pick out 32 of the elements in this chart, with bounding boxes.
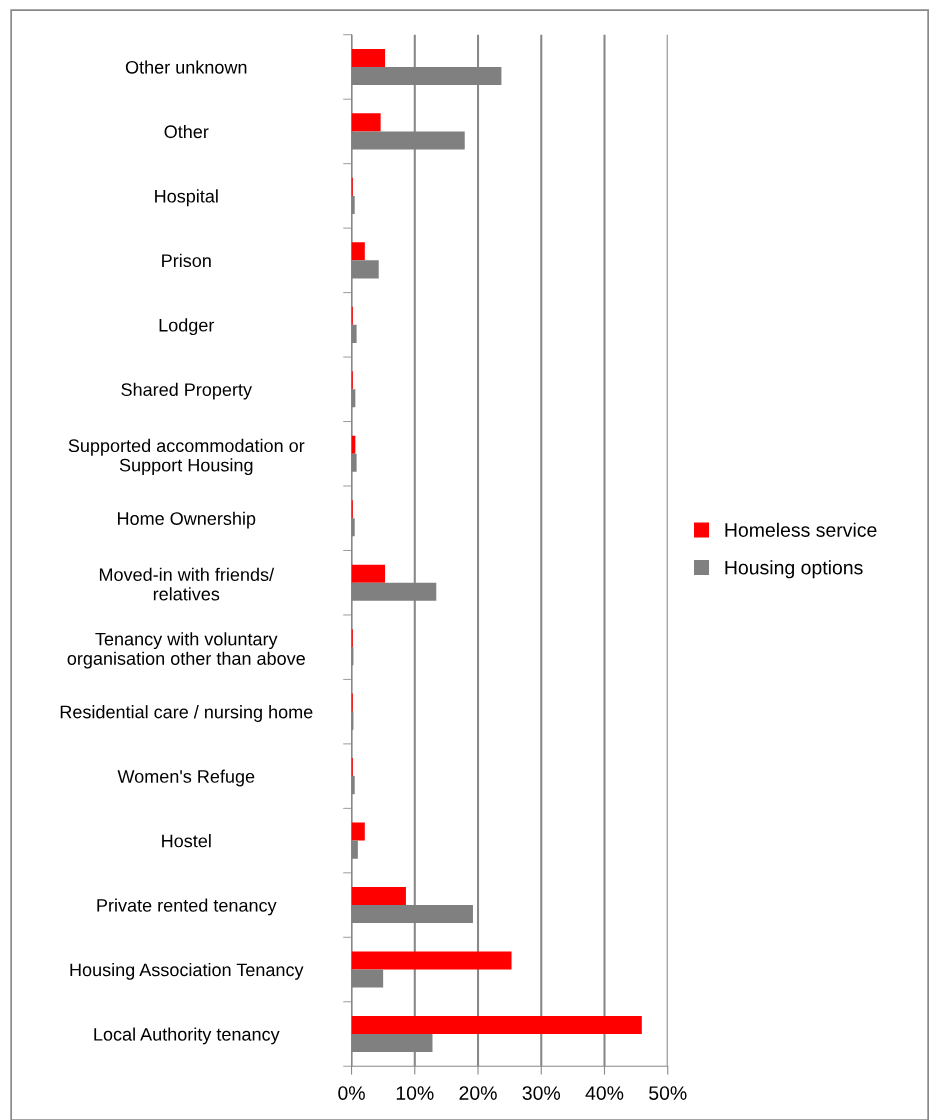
bar [351, 1015, 642, 1034]
legend-label: Homeless service [725, 522, 877, 537]
x-tick-label: 0% [338, 1086, 365, 1100]
bar [351, 48, 386, 67]
y-tick-label: Hostel [162, 834, 211, 848]
x-tick-label: 40% [585, 1086, 624, 1100]
y-tick-label: Tenancy with voluntary organisation other than above [67, 632, 305, 669]
y-tick-label: Local Authority tenancy [94, 1027, 280, 1045]
bar [351, 242, 365, 261]
bar [351, 564, 386, 583]
y-tick-label: Women's Refuge [117, 769, 255, 787]
legend-label: Housing options [725, 560, 863, 579]
y-tick-label: Lodger [159, 318, 215, 336]
x-tick-label: 20% [459, 1086, 497, 1100]
y-tick-label: Residential care / nursing home [60, 705, 313, 722]
y-tick-label: Home Ownership [118, 511, 256, 529]
x-tick-label: 50% [649, 1086, 687, 1100]
y-tick-label: Other unknown [125, 60, 247, 74]
y-tick-label: Prison [162, 253, 211, 268]
y-tick-label: Hospital [155, 189, 218, 207]
y-tick-label: Housing Association Tenancy [70, 962, 304, 980]
x-tick-label: 10% [396, 1086, 434, 1100]
bar [351, 887, 406, 906]
y-tick-label: Other [164, 124, 209, 139]
bar [351, 951, 512, 970]
x-tick-label: 30% [522, 1086, 561, 1100]
bar [351, 113, 381, 132]
y-tick-label: Supported accommodation or Support Housing [68, 438, 305, 476]
bar [351, 822, 365, 841]
y-tick-label: Private rented tenancy [97, 898, 277, 916]
y-tick-label: Shared Property [121, 382, 252, 400]
y-tick-label: Moved-in with friends/ relatives [99, 567, 275, 601]
